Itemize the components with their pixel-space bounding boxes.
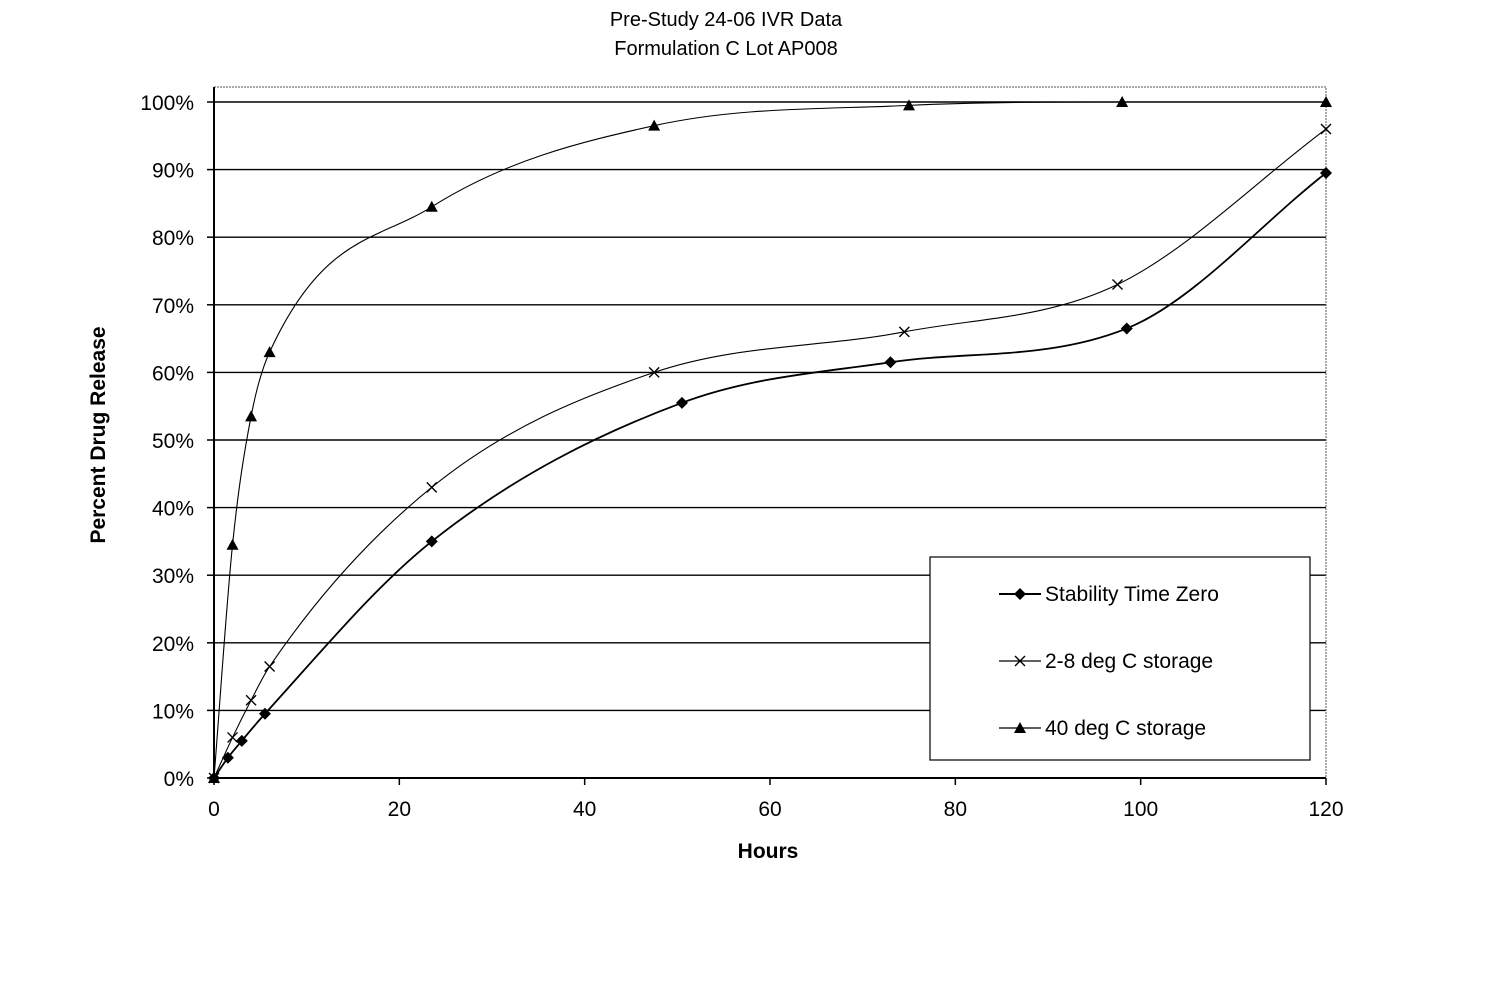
data-point (263, 346, 276, 358)
chart-title: Pre-Study 24-06 IVR Data (609, 9, 843, 31)
series-line (213, 101, 1326, 779)
axes (207, 87, 1327, 785)
series-2 (208, 123, 1332, 784)
data-point (648, 366, 660, 378)
y-tick-label: 30% (152, 565, 194, 588)
data-point (675, 396, 688, 409)
y-tick-label: 40% (152, 498, 194, 521)
data-point (258, 707, 271, 720)
data-point (227, 731, 239, 743)
legend-label: 40 deg C storage (1045, 717, 1206, 740)
x-axis-title: Hours (738, 840, 799, 863)
y-tick-label: 0% (164, 768, 194, 791)
data-point (245, 694, 257, 706)
y-tick-label: 70% (152, 295, 194, 318)
data-point (898, 326, 910, 338)
legend-item: 2-8 deg C storage (999, 650, 1213, 673)
y-tick-label: 100% (140, 92, 194, 115)
data-point (264, 660, 276, 672)
x-tick-label: 0 (208, 798, 220, 821)
legend: Stability Time Zero 2-8 deg C storage 40 d… (929, 556, 1311, 761)
x-tick-label: 40 (573, 798, 596, 821)
data-point (425, 200, 438, 212)
legend-marker (1014, 722, 1026, 733)
chart-subtitle: Formulation C Lot AP008 (614, 38, 838, 60)
data-point (235, 734, 248, 747)
y-tick-label: 80% (152, 227, 194, 250)
data-point (1320, 123, 1332, 135)
chart-title-block: Pre-Study 24-06 IVR Data Formulation C L… (0, 6, 1452, 64)
legend-label: 2-8 deg C storage (1045, 650, 1213, 673)
data-point (426, 481, 438, 493)
y-tick-label: 60% (152, 362, 194, 385)
data-point (1112, 279, 1123, 291)
data-point (648, 119, 661, 131)
data-point (208, 772, 220, 783)
data-point (1120, 322, 1133, 335)
x-tick-label: 80 (944, 798, 967, 821)
series-1 (208, 166, 1332, 784)
tick-labels: 0% 10% 20% 30% 40% 50% 60% 70% 80% 90% 100% 0 20 40 60… (140, 92, 1343, 821)
y-tick-label: 20% (152, 633, 194, 656)
y-tick-label: 90% (152, 160, 194, 183)
data-point (884, 356, 897, 369)
data-point (226, 538, 239, 550)
legend-marker (1014, 655, 1026, 667)
legend-item: Stability Time Zero (999, 583, 1219, 606)
data-point (1320, 96, 1332, 107)
data-point (903, 99, 915, 111)
data-point (1320, 166, 1332, 179)
legend-box (929, 556, 1311, 761)
x-tick-label: 100 (1123, 798, 1158, 821)
legend-item: 40 deg C storage (999, 717, 1206, 740)
x-tick-label: 20 (388, 798, 411, 821)
data-point (425, 535, 438, 548)
x-tick-label: 60 (758, 798, 781, 821)
data-point (245, 410, 258, 422)
legend-label: Stability Time Zero (1045, 583, 1219, 606)
x-tick-label: 120 (1308, 798, 1343, 821)
series-layer (208, 96, 1332, 784)
series-3 (208, 96, 1332, 783)
y-tick-label: 50% (152, 430, 194, 453)
data-point (1116, 96, 1129, 107)
legend-marker (1014, 588, 1026, 600)
y-axis-title: Percent Drug Release (87, 326, 110, 543)
y-tick-label: 10% (152, 700, 194, 723)
